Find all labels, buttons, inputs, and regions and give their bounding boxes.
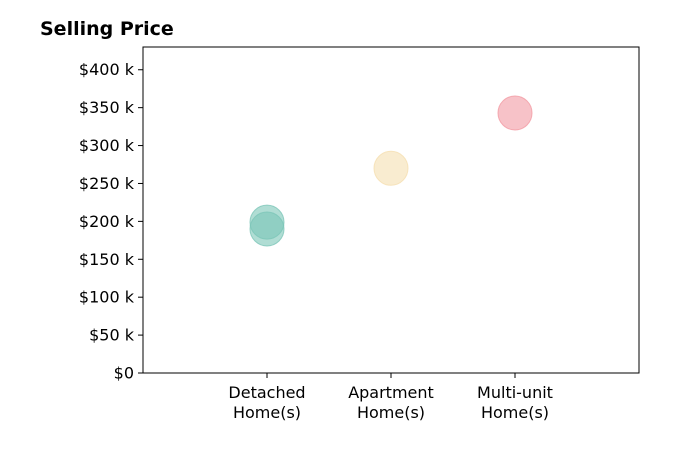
y-tick-label: $400 k [79, 60, 135, 79]
data-point [249, 211, 285, 247]
x-tick-label: Multi-unit Home(s) [477, 383, 553, 422]
y-tick-label: $0 [114, 364, 134, 383]
y-tick-label: $200 k [79, 212, 135, 231]
y-tick-label: $250 k [79, 174, 135, 193]
x-tick-label: Detached Home(s) [228, 383, 305, 422]
y-tick-label: $300 k [79, 136, 135, 155]
y-axis: $0 $50 k $100 k $150 k $200 k $250 k $300 k $35… [79, 60, 143, 383]
x-axis: Detached Home(s) Apartment Home(s) Multi-uni… [228, 373, 553, 422]
x-tick-label: Apartment Home(s) [348, 383, 434, 422]
data-point [497, 95, 533, 131]
y-tick-label: $50 k [89, 326, 135, 345]
y-tick-label: $100 k [79, 288, 135, 307]
y-tick-label: $150 k [79, 250, 135, 269]
y-tick-label: $350 k [79, 98, 135, 117]
data-point [373, 150, 409, 186]
chart-title: Selling Price [40, 18, 174, 40]
plot-frame [142, 46, 640, 374]
data-points [249, 95, 533, 247]
